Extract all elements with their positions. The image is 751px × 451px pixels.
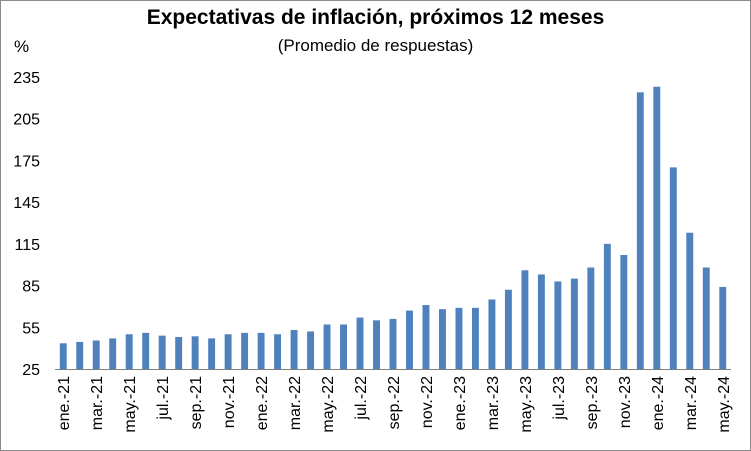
bar [92, 340, 100, 369]
bar [719, 286, 727, 369]
bar [422, 305, 430, 369]
bar [274, 334, 282, 369]
bar [669, 167, 677, 369]
x-axis-ticks: ene.-21 mar.-21 may.-21 jul.-21 sep.-21 nov.-… [56, 376, 733, 433]
x-tick-label: jul.-23 [551, 376, 568, 421]
x-tick-label: mar.-24 [683, 376, 700, 430]
bar [142, 332, 150, 369]
bar [471, 307, 479, 369]
bar [504, 289, 512, 369]
x-tick-label: mar.-21 [89, 376, 106, 430]
bar [686, 232, 694, 369]
y-tick-label: 85 [22, 279, 40, 296]
y-axis-unit-label: % [14, 37, 30, 56]
y-tick-label: 235 [13, 70, 40, 87]
bar [158, 335, 166, 369]
bar [373, 320, 380, 369]
bar [389, 318, 397, 369]
y-tick-label: 145 [13, 195, 40, 212]
chart-subtitle: (Promedio de respuestas) [277, 36, 474, 55]
bar [521, 270, 529, 369]
x-tick-label: sep.-21 [188, 376, 205, 429]
bar [537, 274, 545, 369]
bar [603, 243, 611, 369]
bar [406, 310, 413, 369]
x-tick-label: mar.-23 [485, 376, 502, 430]
bar [125, 334, 133, 369]
bar [620, 254, 628, 369]
bar [241, 332, 249, 369]
x-tick-label: may.-21 [122, 376, 139, 433]
bar [76, 341, 84, 369]
x-tick-label: nov.-22 [419, 376, 436, 428]
x-tick-label: nov.-23 [617, 376, 634, 428]
bar [488, 299, 496, 369]
bar [356, 317, 364, 369]
x-tick-label: may.-22 [320, 376, 337, 433]
bar [554, 281, 562, 369]
x-tick-label: may.-24 [716, 376, 733, 433]
bar [109, 338, 117, 369]
x-tick-label: jul.-21 [155, 376, 172, 421]
bars [59, 86, 727, 370]
y-tick-label: 175 [13, 153, 40, 170]
x-tick-label: sep.-23 [584, 376, 601, 429]
y-tick-label: 25 [22, 362, 40, 379]
bar [340, 324, 347, 369]
bar [59, 343, 67, 369]
bar [587, 267, 595, 369]
x-tick-label: ene.-23 [452, 376, 469, 430]
bar [224, 334, 232, 369]
bar [323, 324, 331, 369]
bar [455, 307, 463, 369]
y-tick-label: 55 [22, 320, 40, 337]
bar [257, 332, 265, 369]
x-tick-label: may.-23 [518, 376, 535, 433]
bar [307, 331, 315, 369]
x-tick-label: ene.-22 [254, 376, 271, 430]
x-tick-label: sep.-22 [386, 376, 403, 429]
x-tick-label: mar.-22 [287, 376, 304, 430]
x-tick-label: jul.-22 [353, 376, 370, 421]
bar [175, 337, 183, 369]
y-axis-ticks: 25 55 85 115 145 175 205 235 [13, 70, 40, 379]
bar [290, 330, 298, 369]
x-tick-label: ene.-24 [650, 376, 667, 430]
bar [208, 338, 216, 369]
y-tick-label: 205 [13, 112, 40, 129]
x-tick-label: nov.-21 [221, 376, 238, 428]
bar [439, 309, 446, 369]
bar [636, 92, 644, 370]
chart-title: Expectativas de inflación, próximos 12 m… [146, 6, 605, 29]
bar [570, 278, 578, 369]
bar [653, 86, 661, 369]
bar [702, 267, 710, 369]
x-tick-label: ene.-21 [56, 376, 73, 430]
y-tick-label: 115 [14, 237, 40, 254]
bar [191, 336, 199, 369]
